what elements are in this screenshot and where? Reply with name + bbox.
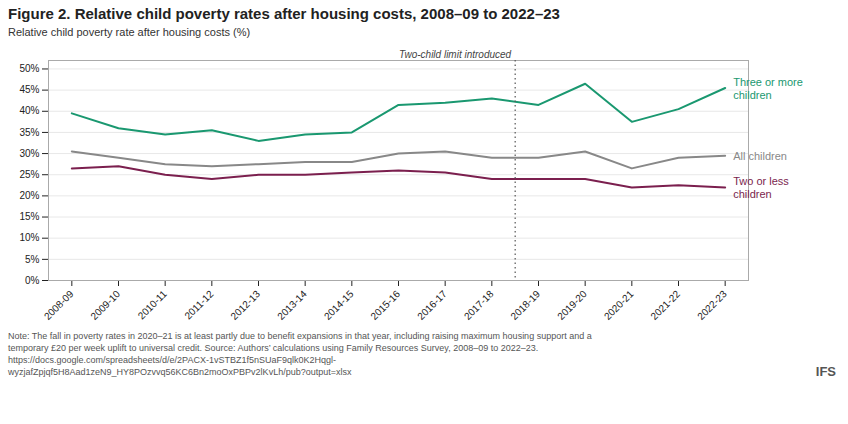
svg-text:50%: 50%	[19, 63, 39, 74]
html-text:Note: The fall in poverty rate: Note: The fall in poverty rates in 2020–…	[8, 331, 592, 341]
svg-text:35%: 35%	[19, 127, 39, 138]
svg-text:25%: 25%	[19, 169, 39, 180]
svg-text:2014-15: 2014-15	[322, 288, 356, 322]
svg-text:Two-child limit introduced: Two-child limit introduced	[399, 49, 512, 60]
svg-text:All children: All children	[733, 150, 787, 162]
html-text:https://docs.google.com/spread: https://docs.google.com/spreadsheets/d/e…	[8, 355, 336, 365]
svg-text:2010-11: 2010-11	[136, 288, 170, 322]
svg-text:2022-23: 2022-23	[695, 288, 729, 322]
svg-text:30%: 30%	[19, 148, 39, 159]
svg-text:Two or lesschildren: Two or lesschildren	[733, 175, 789, 200]
svg-text:2009-10: 2009-10	[88, 288, 122, 322]
svg-text:2015-16: 2015-16	[368, 288, 402, 322]
svg-text:2012-13: 2012-13	[228, 288, 262, 322]
svg-text:2017-18: 2017-18	[462, 288, 496, 322]
html-text:temporary £20 per week uplift: temporary £20 per week uplift to univers…	[8, 343, 539, 353]
svg-text:2016-17: 2016-17	[415, 288, 449, 322]
svg-text:15%: 15%	[19, 211, 39, 222]
html-text:Figure 2. Relative child pover: Figure 2. Relative child poverty rates a…	[8, 5, 560, 22]
svg-text:2013-14: 2013-14	[275, 288, 309, 322]
html-text:wyzjafZpjqf5H8Aad1zeN9_HY8POzv: wyzjafZpjqf5H8Aad1zeN9_HY8POzvvq56KC6Bn2…	[8, 367, 352, 377]
svg-text:2020-21: 2020-21	[602, 288, 636, 322]
svg-text:2011-12: 2011-12	[182, 288, 216, 322]
svg-text:40%: 40%	[19, 105, 39, 116]
svg-text:2019-20: 2019-20	[555, 288, 589, 322]
svg-text:Three or morechildren: Three or morechildren	[733, 76, 803, 101]
svg-text:5%: 5%	[25, 254, 40, 265]
html-text:IFS: IFS	[815, 364, 836, 379]
svg-text:20%: 20%	[19, 190, 39, 201]
svg-text:45%: 45%	[19, 84, 39, 95]
svg-text:2008-09: 2008-09	[42, 288, 76, 322]
html-text:Relative child poverty rate af: Relative child poverty rate after housin…	[8, 26, 251, 38]
svg-text:0%: 0%	[25, 275, 40, 286]
svg-text:10%: 10%	[19, 232, 39, 243]
svg-text:2018-19: 2018-19	[508, 288, 542, 322]
svg-text:2021-22: 2021-22	[648, 288, 682, 322]
